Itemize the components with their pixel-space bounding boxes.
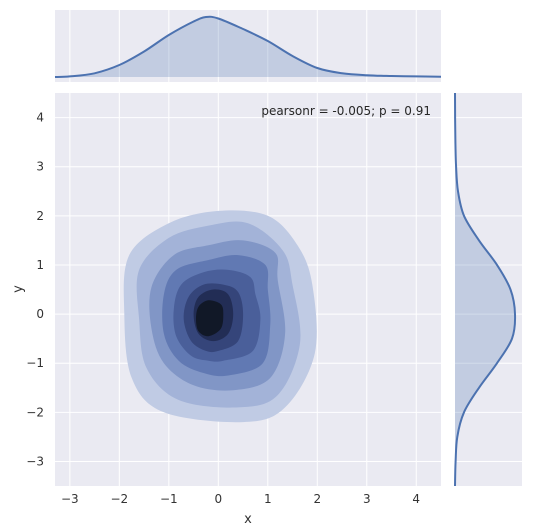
x-tick-label: 1 (264, 492, 272, 506)
x-tick-label: −3 (61, 492, 79, 506)
top-marginal-density-fill (55, 16, 441, 77)
right-marginal-grid (455, 117, 522, 462)
y-tick-label: 2 (36, 209, 44, 223)
top-marginal-density-line (54, 15, 442, 78)
right-marginal-density-fill (455, 93, 516, 486)
x-axis-label: x (244, 512, 252, 527)
kde-contour-level-8 (196, 300, 224, 337)
y-tick-label: 4 (36, 111, 44, 125)
x-tick-label: 3 (363, 492, 371, 506)
x-tick-label: 2 (313, 492, 321, 506)
y-tick-label: −2 (26, 405, 44, 419)
y-tick-label: −1 (26, 356, 44, 370)
y-tick-label: 1 (36, 258, 44, 272)
pearsonr-annotation: pearsonr = -0.005; p = 0.91 (261, 104, 431, 118)
y-tick-label: −3 (26, 454, 44, 468)
x-tick-label: 0 (214, 492, 222, 506)
x-tick-label: 4 (412, 492, 420, 506)
y-tick-labels: −3 −2 −1 0 1 2 3 4 (26, 111, 44, 469)
top-marginal-grid (69, 10, 417, 82)
y-tick-label: 0 (36, 307, 44, 321)
x-tick-label: −2 (110, 492, 128, 506)
x-tick-label: −1 (160, 492, 178, 506)
y-axis-label: y (11, 285, 26, 293)
y-tick-label: 3 (36, 160, 44, 174)
x-tick-labels: −3 −2 −1 0 1 2 3 4 (61, 492, 420, 506)
kde-contours (123, 210, 317, 423)
right-marginal-density-line (454, 92, 517, 487)
